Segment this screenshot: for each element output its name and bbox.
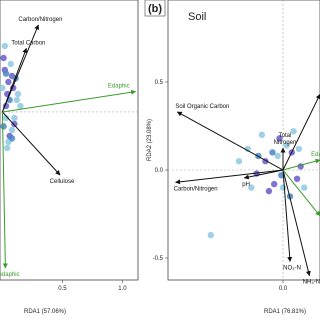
sample-point [17,102,24,110]
loading-arrow [1,111,8,269]
x-tick-label: 0.0 [279,286,288,292]
sample-point [235,158,243,165]
loading-arrow [282,169,311,277]
sample-point [279,184,287,191]
arrow-label-line: Total [279,133,292,139]
sample-point [8,126,16,134]
sample-point [0,54,7,62]
sample-point [276,135,283,142]
sample-point [244,145,251,153]
sample-point [7,60,14,68]
sample-point [1,42,8,50]
panel-label: (b) [148,3,162,15]
arrow-label: Carbon/Nitrogen [18,17,62,23]
sample-point [5,78,12,86]
x-axis-label: RDA1 (76.81%) [264,309,306,315]
plot-frame [167,0,320,281]
sample-point [295,145,303,153]
arrow-label: Soil Organic Carbon [175,104,229,110]
x-axis-label: RDA1 (57.06%) [24,309,66,315]
panel-label-box [144,0,166,17]
x-tick-label: 1.0 [118,286,127,292]
x-tick-label: 0.5 [58,286,67,292]
loading-arrow [2,89,137,113]
arrow-label: pH [242,182,250,188]
plot-area [168,0,320,280]
loading-arrow [282,169,320,217]
sample-point [258,131,266,139]
arrow-label: nedaphic [0,272,20,278]
sample-point [0,84,6,92]
sample-point [269,149,276,156]
sample-point [265,187,273,195]
loading-arrow [176,111,284,171]
sample-point [283,142,290,149]
sample-point [8,135,16,142]
arrow-label: Total Carbon [11,40,45,46]
sample-point [11,114,18,122]
sample-point [274,152,281,160]
arrow-label: Cellulose [50,179,75,185]
plot-area [0,24,138,269]
y-tick-label: 0.0 [155,168,164,174]
sample-point [207,231,214,239]
loading-arrow [282,169,293,263]
arrow-label: NH₄-N [303,280,320,286]
loading-arrow [1,47,28,113]
loading-arrow [175,169,284,185]
sample-point [11,120,18,128]
sample-point [13,96,20,104]
sample-point [290,128,297,135]
sample-point [0,123,7,130]
plot-frame [0,0,139,281]
panel-title: Soil [188,11,206,23]
sample-point [14,90,22,98]
loading-arrow [282,158,320,171]
arrow-label: NO₃-N [283,266,301,272]
sample-point [2,70,10,77]
sample-point [300,184,308,191]
y-tick-label: 0.5 [155,80,164,86]
y-tick-label: -0.5 [153,256,164,262]
loading-arrow [243,169,284,180]
loading-arrow [2,111,61,176]
arrow-label: Edaphic [311,152,320,158]
sample-point [2,114,10,122]
sample-point [248,184,255,191]
arrow-label-line: Nitrogen [274,140,297,146]
arrow-label: Edaphic [108,84,130,90]
loading-arrow [282,93,320,171]
sample-point [3,144,11,152]
sample-point [293,175,301,183]
arrow-label: Carbon/Nitrogen [174,186,218,192]
sample-point [271,180,278,188]
y-axis-label: RDA2 (23.08%) [147,119,153,161]
arrow-label: Total Nitrogen [274,133,297,146]
